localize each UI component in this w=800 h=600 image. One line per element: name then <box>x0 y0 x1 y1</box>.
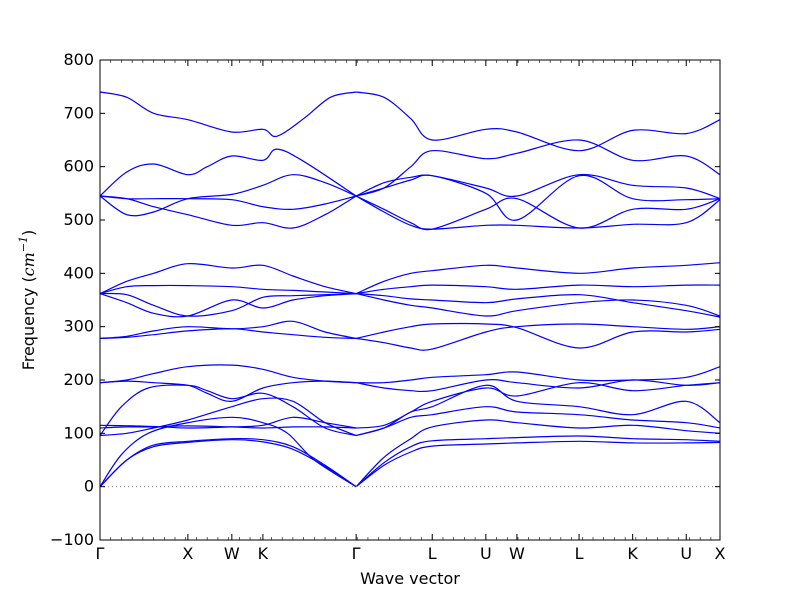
phonon-branch-34 <box>100 92 356 137</box>
x-tick-label: U <box>680 544 692 563</box>
phonon-branch-24 <box>100 294 356 317</box>
series-layer <box>100 92 720 487</box>
phonon-branch-8 <box>100 385 356 435</box>
y-axis-label-prefix: Frequency ( <box>19 276 38 370</box>
y-tick-label: −100 <box>50 530 94 549</box>
x-tick-label: U <box>480 544 492 563</box>
phonon-branch-14 <box>356 407 720 436</box>
y-tick-label: 500 <box>63 210 94 229</box>
phonon-branch-36 <box>356 140 720 196</box>
x-tick-label: W <box>509 544 525 563</box>
x-tick-label: W <box>224 544 240 563</box>
phonon-branch-40 <box>356 175 720 220</box>
phonon-branch-21 <box>356 324 720 348</box>
phonon-branch-4 <box>356 441 720 486</box>
phonon-branch-26 <box>356 263 720 294</box>
y-tick-label: 700 <box>63 103 94 122</box>
phonon-branch-33 <box>100 149 356 196</box>
x-tick-label: L <box>428 544 437 563</box>
phonon-branch-17 <box>356 380 720 392</box>
y-tick-label: 0 <box>84 477 94 496</box>
phonon-branch-6 <box>356 420 720 487</box>
y-axis-label-unit: cm <box>19 252 38 276</box>
y-tick-label: 200 <box>63 370 94 389</box>
x-tick-label: K <box>627 544 638 563</box>
phonon-branch-20 <box>356 324 720 350</box>
phonon-branch-23 <box>100 285 356 293</box>
phonon-branch-27 <box>356 285 720 294</box>
y-tick-label: 100 <box>63 423 94 442</box>
y-tick-label: 400 <box>63 263 94 282</box>
x-tick-label: K <box>258 544 269 563</box>
y-axis-label: Frequency (cm−1) <box>17 230 38 371</box>
phonon-branch-32 <box>100 196 356 209</box>
y-axis-label-unit-exponent: −1 <box>17 236 30 252</box>
x-tick-label: X <box>715 544 726 563</box>
y-tick-label: 800 <box>63 50 94 69</box>
y-tick-label: 600 <box>63 157 94 176</box>
x-tick-label: Γ <box>352 544 361 563</box>
phonon-branch-30 <box>100 175 356 216</box>
phonon-branch-35 <box>356 92 720 151</box>
phonon-branch-31 <box>100 196 356 228</box>
x-axis-label: Wave vector <box>360 569 460 588</box>
phonon-branch-16 <box>356 367 720 383</box>
phonon-branch-11 <box>100 365 356 383</box>
x-tick-label: L <box>575 544 584 563</box>
x-tick-label: Γ <box>96 544 105 563</box>
phonon-branch-22 <box>100 264 356 294</box>
phonon-branch-37 <box>356 174 720 198</box>
y-tick-label: 300 <box>63 317 94 336</box>
y-axis-label-suffix: ) <box>19 230 38 236</box>
x-tick-label: X <box>182 544 193 563</box>
